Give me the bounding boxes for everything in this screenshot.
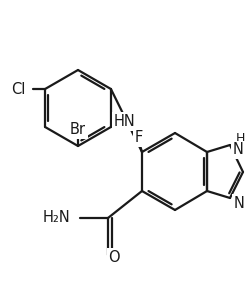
Text: H: H [236, 132, 245, 145]
Text: N: N [233, 142, 244, 158]
Text: HN: HN [114, 114, 135, 129]
Text: O: O [108, 250, 120, 265]
Text: N: N [234, 196, 245, 211]
Text: Br: Br [70, 122, 86, 137]
Text: Cl: Cl [11, 81, 25, 96]
Text: H₂N: H₂N [42, 211, 70, 225]
Text: F: F [135, 130, 143, 145]
